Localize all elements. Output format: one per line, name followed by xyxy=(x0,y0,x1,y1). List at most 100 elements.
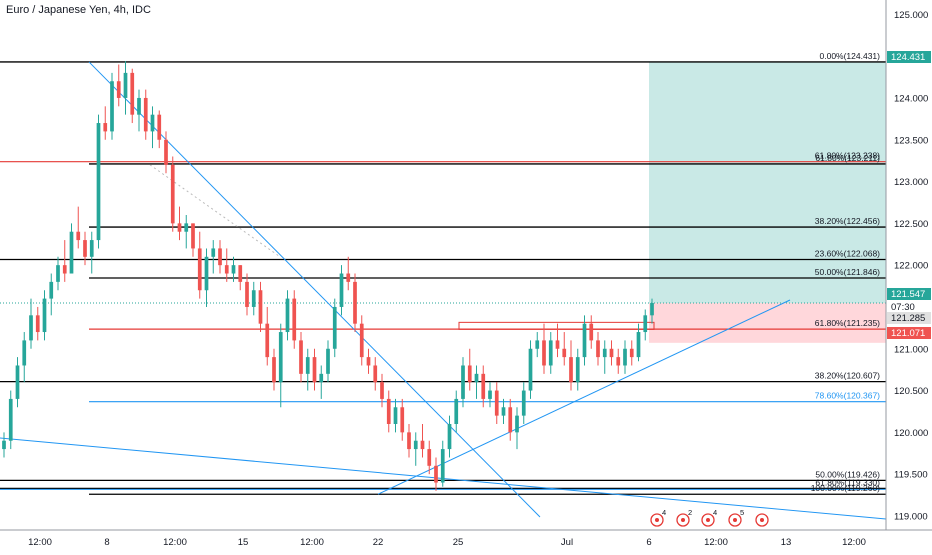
candle-body[interactable] xyxy=(494,390,499,416)
resistance-box[interactable] xyxy=(458,321,655,330)
candle-body[interactable] xyxy=(420,440,425,450)
candle-body[interactable] xyxy=(245,281,249,307)
candle-body[interactable] xyxy=(211,248,216,257)
time-axis[interactable] xyxy=(0,530,932,550)
candle-body[interactable] xyxy=(589,323,594,341)
candle-body[interactable] xyxy=(278,332,283,383)
candle-body[interactable] xyxy=(650,303,654,316)
candle-body[interactable] xyxy=(251,290,256,307)
event-marker[interactable]: 4 xyxy=(701,508,717,527)
candle-body[interactable] xyxy=(35,315,40,333)
candle-body[interactable] xyxy=(508,407,513,433)
candle-body[interactable] xyxy=(467,365,472,383)
candle-body[interactable] xyxy=(454,398,459,424)
candle-body[interactable] xyxy=(359,323,364,358)
candle-body[interactable] xyxy=(332,306,337,349)
candle-body[interactable] xyxy=(528,348,533,391)
trend-line[interactable] xyxy=(88,61,541,518)
candle-body[interactable] xyxy=(474,373,479,383)
candle-body[interactable] xyxy=(326,348,330,374)
candle-body[interactable] xyxy=(515,415,519,433)
candle-body[interactable] xyxy=(123,72,128,98)
candle-body[interactable] xyxy=(400,407,405,433)
candle-body[interactable] xyxy=(488,390,492,399)
candle-body[interactable] xyxy=(575,357,580,383)
candle-body[interactable] xyxy=(285,298,290,333)
candle-body[interactable] xyxy=(2,440,6,450)
event-marker[interactable]: 5 xyxy=(728,508,744,527)
candle-body[interactable] xyxy=(434,465,438,483)
candle-body[interactable] xyxy=(150,114,155,132)
candle-body[interactable] xyxy=(76,231,81,241)
candle-body[interactable] xyxy=(535,340,540,349)
candle-body[interactable] xyxy=(218,248,222,266)
candle-body[interactable] xyxy=(623,348,627,366)
candle-body[interactable] xyxy=(353,281,357,324)
candle-body[interactable] xyxy=(596,340,600,358)
candle-body[interactable] xyxy=(157,114,162,140)
candle-body[interactable] xyxy=(191,223,195,249)
candle-body[interactable] xyxy=(407,432,411,450)
candle-body[interactable] xyxy=(89,240,94,257)
candle-body[interactable] xyxy=(299,340,303,374)
candle-body[interactable] xyxy=(49,281,54,299)
candle-body[interactable] xyxy=(366,357,371,366)
candle-body[interactable] xyxy=(292,298,297,341)
candle-body[interactable] xyxy=(447,424,452,450)
candle-body[interactable] xyxy=(96,123,101,241)
candle-body[interactable] xyxy=(272,357,276,383)
candle-body[interactable] xyxy=(616,357,621,366)
candle-body[interactable] xyxy=(555,340,560,349)
candle-body[interactable] xyxy=(130,72,135,115)
candle-body[interactable] xyxy=(231,265,236,274)
candle-body[interactable] xyxy=(164,139,168,165)
candle-body[interactable] xyxy=(569,357,573,383)
candle-body[interactable] xyxy=(521,390,526,416)
candle-body[interactable] xyxy=(116,81,121,98)
candle-body[interactable] xyxy=(427,449,432,466)
candle-body[interactable] xyxy=(22,340,27,366)
candle-body[interactable] xyxy=(143,97,148,132)
candle-body[interactable] xyxy=(609,348,614,358)
candle-body[interactable] xyxy=(184,223,189,232)
candle-body[interactable] xyxy=(386,398,391,424)
candle-body[interactable] xyxy=(440,449,445,483)
event-marker[interactable]: 4 xyxy=(650,508,666,527)
candle-body[interactable] xyxy=(481,373,486,399)
candle-body[interactable] xyxy=(461,365,465,399)
candle-body[interactable] xyxy=(177,223,182,232)
candle-body[interactable] xyxy=(602,348,607,358)
candle-body[interactable] xyxy=(582,323,587,358)
candle-body[interactable] xyxy=(312,357,317,383)
candle-body[interactable] xyxy=(629,348,634,358)
candle-body[interactable] xyxy=(197,248,202,291)
candle-body[interactable] xyxy=(103,123,108,132)
target-zone[interactable] xyxy=(649,61,886,304)
candle-body[interactable] xyxy=(380,382,384,399)
candle-body[interactable] xyxy=(339,273,344,307)
candle-body[interactable] xyxy=(373,365,378,383)
candle-body[interactable] xyxy=(110,81,114,132)
candle-body[interactable] xyxy=(265,323,270,358)
candle-body[interactable] xyxy=(83,240,87,257)
candle-body[interactable] xyxy=(393,407,398,424)
candle-body[interactable] xyxy=(224,265,229,274)
price-axis[interactable] xyxy=(886,0,932,550)
candle-body[interactable] xyxy=(42,298,47,333)
candle-body[interactable] xyxy=(204,256,209,291)
candle-body[interactable] xyxy=(501,407,506,416)
candle-body[interactable] xyxy=(56,265,60,282)
candle-body[interactable] xyxy=(643,315,648,333)
candle-body[interactable] xyxy=(8,398,13,441)
candle-body[interactable] xyxy=(636,332,641,358)
candle-body[interactable] xyxy=(15,365,20,399)
trend-line[interactable] xyxy=(149,164,281,258)
event-marker[interactable] xyxy=(755,513,769,527)
candle-body[interactable] xyxy=(542,340,546,366)
candle-body[interactable] xyxy=(238,265,243,282)
candle-body[interactable] xyxy=(29,315,33,341)
candle-body[interactable] xyxy=(548,340,553,366)
candle-body[interactable] xyxy=(170,164,175,224)
candle-body[interactable] xyxy=(305,357,310,374)
